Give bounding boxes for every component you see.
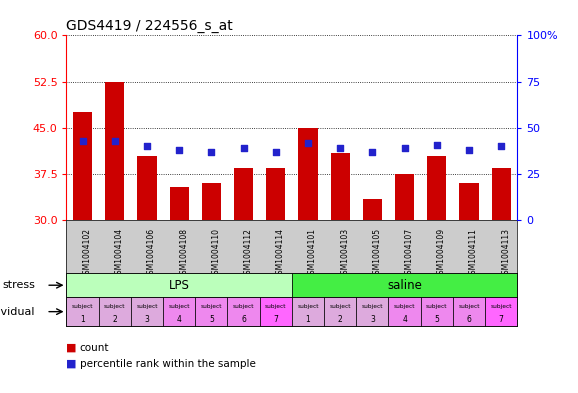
Point bbox=[432, 141, 442, 148]
Text: GSM1004101: GSM1004101 bbox=[308, 228, 317, 279]
Point bbox=[497, 143, 506, 150]
Bar bbox=[298, 128, 318, 220]
Point bbox=[78, 138, 87, 144]
Text: GSM1004103: GSM1004103 bbox=[340, 228, 349, 279]
Bar bbox=[491, 168, 511, 220]
Bar bbox=[202, 184, 221, 220]
Text: stress: stress bbox=[2, 280, 35, 290]
Bar bbox=[453, 297, 485, 326]
Point bbox=[239, 145, 248, 151]
Text: GSM1004104: GSM1004104 bbox=[115, 228, 124, 279]
Bar bbox=[388, 297, 421, 326]
Text: GSM1004111: GSM1004111 bbox=[469, 228, 478, 279]
Point bbox=[207, 149, 216, 155]
Bar bbox=[421, 297, 453, 326]
Text: 2: 2 bbox=[338, 315, 343, 324]
Point bbox=[400, 145, 409, 151]
Text: GSM1004110: GSM1004110 bbox=[212, 228, 220, 279]
Text: subject: subject bbox=[362, 304, 383, 309]
Bar bbox=[460, 184, 479, 220]
Text: saline: saline bbox=[387, 279, 422, 292]
Text: GDS4419 / 224556_s_at: GDS4419 / 224556_s_at bbox=[66, 19, 233, 33]
Text: 2: 2 bbox=[112, 315, 117, 324]
Bar bbox=[138, 156, 157, 220]
Text: 3: 3 bbox=[144, 315, 150, 324]
Text: 3: 3 bbox=[370, 315, 375, 324]
Bar bbox=[228, 297, 260, 326]
Bar bbox=[427, 156, 446, 220]
Text: 1: 1 bbox=[306, 315, 310, 324]
Text: 6: 6 bbox=[466, 315, 472, 324]
Text: percentile rank within the sample: percentile rank within the sample bbox=[80, 358, 255, 369]
Point bbox=[271, 149, 280, 155]
Bar bbox=[99, 297, 131, 326]
Bar bbox=[356, 297, 388, 326]
Text: 4: 4 bbox=[402, 315, 407, 324]
Bar bbox=[66, 273, 292, 297]
Text: individual: individual bbox=[0, 307, 35, 317]
Text: GSM1004107: GSM1004107 bbox=[405, 228, 414, 279]
Bar bbox=[292, 297, 324, 326]
Bar bbox=[234, 168, 253, 220]
Bar bbox=[395, 174, 414, 220]
Text: count: count bbox=[80, 343, 109, 353]
Text: ■: ■ bbox=[66, 343, 77, 353]
Text: subject: subject bbox=[297, 304, 318, 309]
Bar bbox=[266, 168, 286, 220]
Bar bbox=[324, 297, 356, 326]
Text: subject: subject bbox=[329, 304, 351, 309]
Point bbox=[464, 147, 473, 153]
Bar bbox=[260, 297, 292, 326]
Text: LPS: LPS bbox=[169, 279, 190, 292]
Point bbox=[336, 145, 345, 151]
Text: subject: subject bbox=[104, 304, 125, 309]
Text: ■: ■ bbox=[66, 358, 77, 369]
Text: subject: subject bbox=[458, 304, 480, 309]
Text: GSM1004109: GSM1004109 bbox=[437, 228, 446, 279]
Bar bbox=[485, 297, 517, 326]
Text: 5: 5 bbox=[209, 315, 214, 324]
Text: GSM1004106: GSM1004106 bbox=[147, 228, 156, 279]
Bar bbox=[363, 199, 382, 220]
Bar bbox=[331, 152, 350, 220]
Text: 4: 4 bbox=[177, 315, 181, 324]
Text: subject: subject bbox=[394, 304, 416, 309]
Text: subject: subject bbox=[136, 304, 158, 309]
Point bbox=[368, 149, 377, 155]
Bar bbox=[73, 112, 92, 220]
Text: 7: 7 bbox=[499, 315, 503, 324]
Point bbox=[142, 143, 151, 150]
Text: subject: subject bbox=[491, 304, 512, 309]
Text: GSM1004113: GSM1004113 bbox=[501, 228, 510, 279]
Bar bbox=[105, 82, 124, 220]
Text: GSM1004105: GSM1004105 bbox=[372, 228, 381, 279]
Bar bbox=[169, 187, 189, 220]
Text: subject: subject bbox=[265, 304, 287, 309]
Text: 5: 5 bbox=[434, 315, 439, 324]
Text: subject: subject bbox=[168, 304, 190, 309]
Bar bbox=[66, 297, 99, 326]
Point bbox=[303, 140, 313, 146]
Text: 7: 7 bbox=[273, 315, 278, 324]
Text: subject: subject bbox=[426, 304, 447, 309]
Bar bbox=[163, 297, 195, 326]
Text: subject: subject bbox=[233, 304, 254, 309]
Text: GSM1004108: GSM1004108 bbox=[179, 228, 188, 279]
Bar bbox=[292, 273, 517, 297]
Bar bbox=[195, 297, 228, 326]
Bar bbox=[131, 297, 163, 326]
Text: 1: 1 bbox=[80, 315, 85, 324]
Text: GSM1004114: GSM1004114 bbox=[276, 228, 285, 279]
Text: subject: subject bbox=[201, 304, 222, 309]
Text: subject: subject bbox=[72, 304, 93, 309]
Text: 6: 6 bbox=[241, 315, 246, 324]
Text: GSM1004112: GSM1004112 bbox=[243, 228, 253, 279]
Point bbox=[110, 138, 120, 144]
Point bbox=[175, 147, 184, 153]
Text: GSM1004102: GSM1004102 bbox=[83, 228, 91, 279]
